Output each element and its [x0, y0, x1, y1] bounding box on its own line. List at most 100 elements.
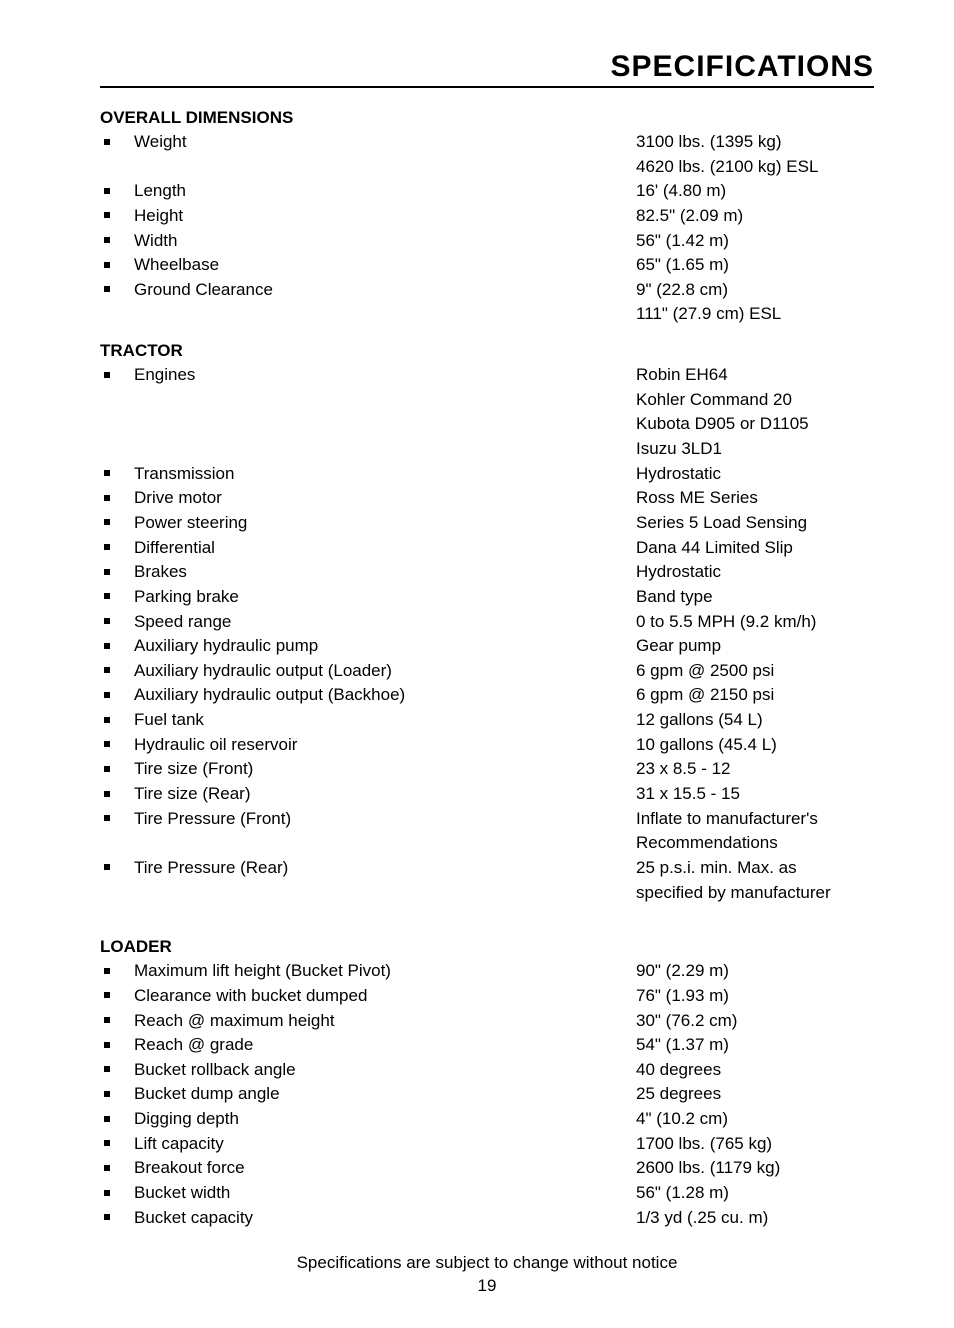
square-bullet-icon [104, 237, 110, 243]
page-footer: Specifications are subject to change wit… [100, 1252, 874, 1298]
spec-label: Auxiliary hydraulic output (Loader) [134, 659, 636, 684]
spec-row: Reach @ grade54" (1.37 m) [100, 1033, 874, 1058]
spec-value: 56" (1.42 m) [636, 229, 874, 254]
spec-value: 10 gallons (45.4 L) [636, 733, 874, 758]
spec-value: 90" (2.29 m) [636, 959, 874, 984]
spec-row: Drive motorRoss ME Series [100, 486, 874, 511]
bullet-cell [100, 1009, 134, 1034]
spec-value: Robin EH64 [636, 363, 874, 388]
spec-label: Reach @ maximum height [134, 1009, 636, 1034]
spec-label [134, 437, 636, 462]
bullet-cell [100, 1033, 134, 1058]
spec-label: Parking brake [134, 585, 636, 610]
spec-row: Tire size (Rear)31 x 15.5 - 15 [100, 782, 874, 807]
spec-label: Speed range [134, 610, 636, 635]
spec-value: 1/3 yd (.25 cu. m) [636, 1206, 874, 1231]
spec-label: Breakout force [134, 1156, 636, 1181]
spec-row: Auxiliary hydraulic pumpGear pump [100, 634, 874, 659]
bullet-cell [100, 1206, 134, 1231]
spec-row: Parking brakeBand type [100, 585, 874, 610]
square-bullet-icon [104, 643, 110, 649]
bullet-cell [100, 585, 134, 610]
spec-value: 82.5" (2.09 m) [636, 204, 874, 229]
square-bullet-icon [104, 864, 110, 870]
spec-label: Brakes [134, 560, 636, 585]
bullet-cell [100, 179, 134, 204]
square-bullet-icon [104, 470, 110, 476]
bullet-cell [100, 959, 134, 984]
spec-value: 25 degrees [636, 1082, 874, 1107]
spec-label: Bucket rollback angle [134, 1058, 636, 1083]
bullet-cell [100, 1107, 134, 1132]
spec-label [134, 388, 636, 413]
spec-row: specified by manufacturer [100, 881, 874, 906]
bullet-cell [100, 782, 134, 807]
bullet-cell [100, 437, 134, 462]
square-bullet-icon [104, 1091, 110, 1097]
square-bullet-icon [104, 1116, 110, 1122]
spec-label: Lift capacity [134, 1132, 636, 1157]
spec-label: Tire Pressure (Rear) [134, 856, 636, 881]
spec-row: Kubota D905 or D1105 [100, 412, 874, 437]
spec-value: 3100 lbs. (1395 kg) [636, 130, 874, 155]
spec-row: Power steeringSeries 5 Load Sensing [100, 511, 874, 536]
square-bullet-icon [104, 139, 110, 145]
spec-row: Weight3100 lbs. (1395 kg) [100, 130, 874, 155]
square-bullet-icon [104, 717, 110, 723]
spec-row: Digging depth4" (10.2 cm) [100, 1107, 874, 1132]
spec-row: Breakout force2600 lbs. (1179 kg) [100, 1156, 874, 1181]
spec-label [134, 155, 636, 180]
spec-label: Height [134, 204, 636, 229]
bullet-cell [100, 807, 134, 832]
spec-value: 0 to 5.5 MPH (9.2 km/h) [636, 610, 874, 635]
bullet-cell [100, 610, 134, 635]
square-bullet-icon [104, 1042, 110, 1048]
spec-row: Lift capacity1700 lbs. (765 kg) [100, 1132, 874, 1157]
spec-value: 4620 lbs. (2100 kg) ESL [636, 155, 874, 180]
spec-value: 25 p.s.i. min. Max. as [636, 856, 874, 881]
spec-row: DifferentialDana 44 Limited Slip [100, 536, 874, 561]
spec-value: Band type [636, 585, 874, 610]
bullet-cell [100, 708, 134, 733]
square-bullet-icon [104, 262, 110, 268]
bullet-cell [100, 486, 134, 511]
spec-row: 4620 lbs. (2100 kg) ESL [100, 155, 874, 180]
bullet-cell [100, 204, 134, 229]
square-bullet-icon [104, 519, 110, 525]
spec-value: 12 gallons (54 L) [636, 708, 874, 733]
square-bullet-icon [104, 968, 110, 974]
square-bullet-icon [104, 815, 110, 821]
spec-label: Bucket width [134, 1181, 636, 1206]
bullet-cell [100, 388, 134, 413]
spec-label: Tire size (Rear) [134, 782, 636, 807]
spec-value: 111" (27.9 cm) ESL [636, 302, 874, 327]
spec-value: Isuzu 3LD1 [636, 437, 874, 462]
spec-value: 54" (1.37 m) [636, 1033, 874, 1058]
bullet-cell [100, 1082, 134, 1107]
section-heading: TRACTOR [100, 341, 874, 361]
bullet-cell [100, 536, 134, 561]
square-bullet-icon [104, 1165, 110, 1171]
spec-row: Maximum lift height (Bucket Pivot)90" (2… [100, 959, 874, 984]
spec-row: Ground Clearance9" (22.8 cm) [100, 278, 874, 303]
spec-label: Length [134, 179, 636, 204]
square-bullet-icon [104, 1017, 110, 1023]
spec-label: Auxiliary hydraulic pump [134, 634, 636, 659]
square-bullet-icon [104, 667, 110, 673]
spec-label [134, 831, 636, 856]
spec-row: Reach @ maximum height30" (76.2 cm) [100, 1009, 874, 1034]
square-bullet-icon [104, 372, 110, 378]
square-bullet-icon [104, 188, 110, 194]
spec-value: Kohler Command 20 [636, 388, 874, 413]
square-bullet-icon [104, 495, 110, 501]
section-heading: LOADER [100, 937, 874, 957]
bullet-cell [100, 1156, 134, 1181]
bullet-cell [100, 229, 134, 254]
spec-row: Tire size (Front)23 x 8.5 - 12 [100, 757, 874, 782]
spec-row: Bucket rollback angle40 degrees [100, 1058, 874, 1083]
square-bullet-icon [104, 791, 110, 797]
spec-label: Clearance with bucket dumped [134, 984, 636, 1009]
spec-label: Transmission [134, 462, 636, 487]
bullet-cell [100, 831, 134, 856]
spec-label: Reach @ grade [134, 1033, 636, 1058]
